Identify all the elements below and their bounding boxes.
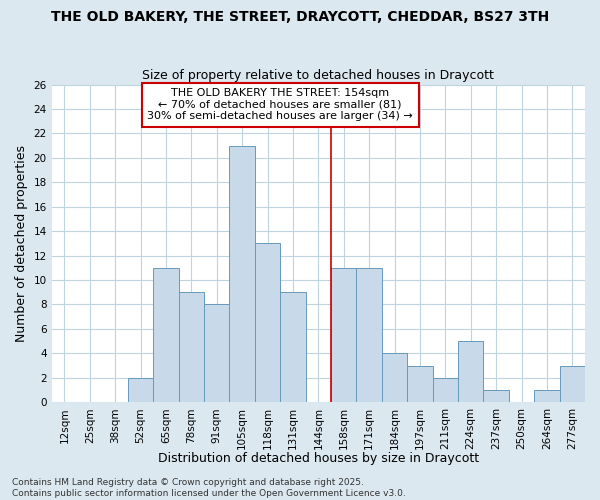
Bar [382, 354, 407, 402]
X-axis label: Distribution of detached houses by size in Draycott: Distribution of detached houses by size … [158, 452, 479, 465]
Y-axis label: Number of detached properties: Number of detached properties [15, 145, 28, 342]
Text: THE OLD BAKERY, THE STREET, DRAYCOTT, CHEDDAR, BS27 3TH: THE OLD BAKERY, THE STREET, DRAYCOTT, CH… [51, 10, 549, 24]
Bar [204, 304, 229, 402]
Bar [458, 341, 484, 402]
Bar [229, 146, 255, 402]
Bar [484, 390, 509, 402]
Text: Contains HM Land Registry data © Crown copyright and database right 2025.
Contai: Contains HM Land Registry data © Crown c… [12, 478, 406, 498]
Bar [356, 268, 382, 402]
Title: Size of property relative to detached houses in Draycott: Size of property relative to detached ho… [142, 69, 494, 82]
Bar [280, 292, 305, 402]
Bar [179, 292, 204, 402]
Bar [433, 378, 458, 402]
Bar [560, 366, 585, 402]
Text: THE OLD BAKERY THE STREET: 154sqm
← 70% of detached houses are smaller (81)
30% : THE OLD BAKERY THE STREET: 154sqm ← 70% … [148, 88, 413, 122]
Bar [128, 378, 153, 402]
Bar [255, 244, 280, 402]
Bar [153, 268, 179, 402]
Bar [407, 366, 433, 402]
Bar [331, 268, 356, 402]
Bar [534, 390, 560, 402]
